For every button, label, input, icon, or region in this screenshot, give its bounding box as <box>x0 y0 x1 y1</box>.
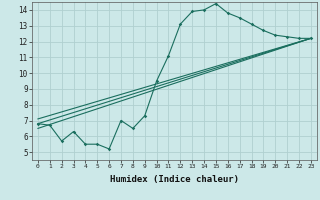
X-axis label: Humidex (Indice chaleur): Humidex (Indice chaleur) <box>110 175 239 184</box>
